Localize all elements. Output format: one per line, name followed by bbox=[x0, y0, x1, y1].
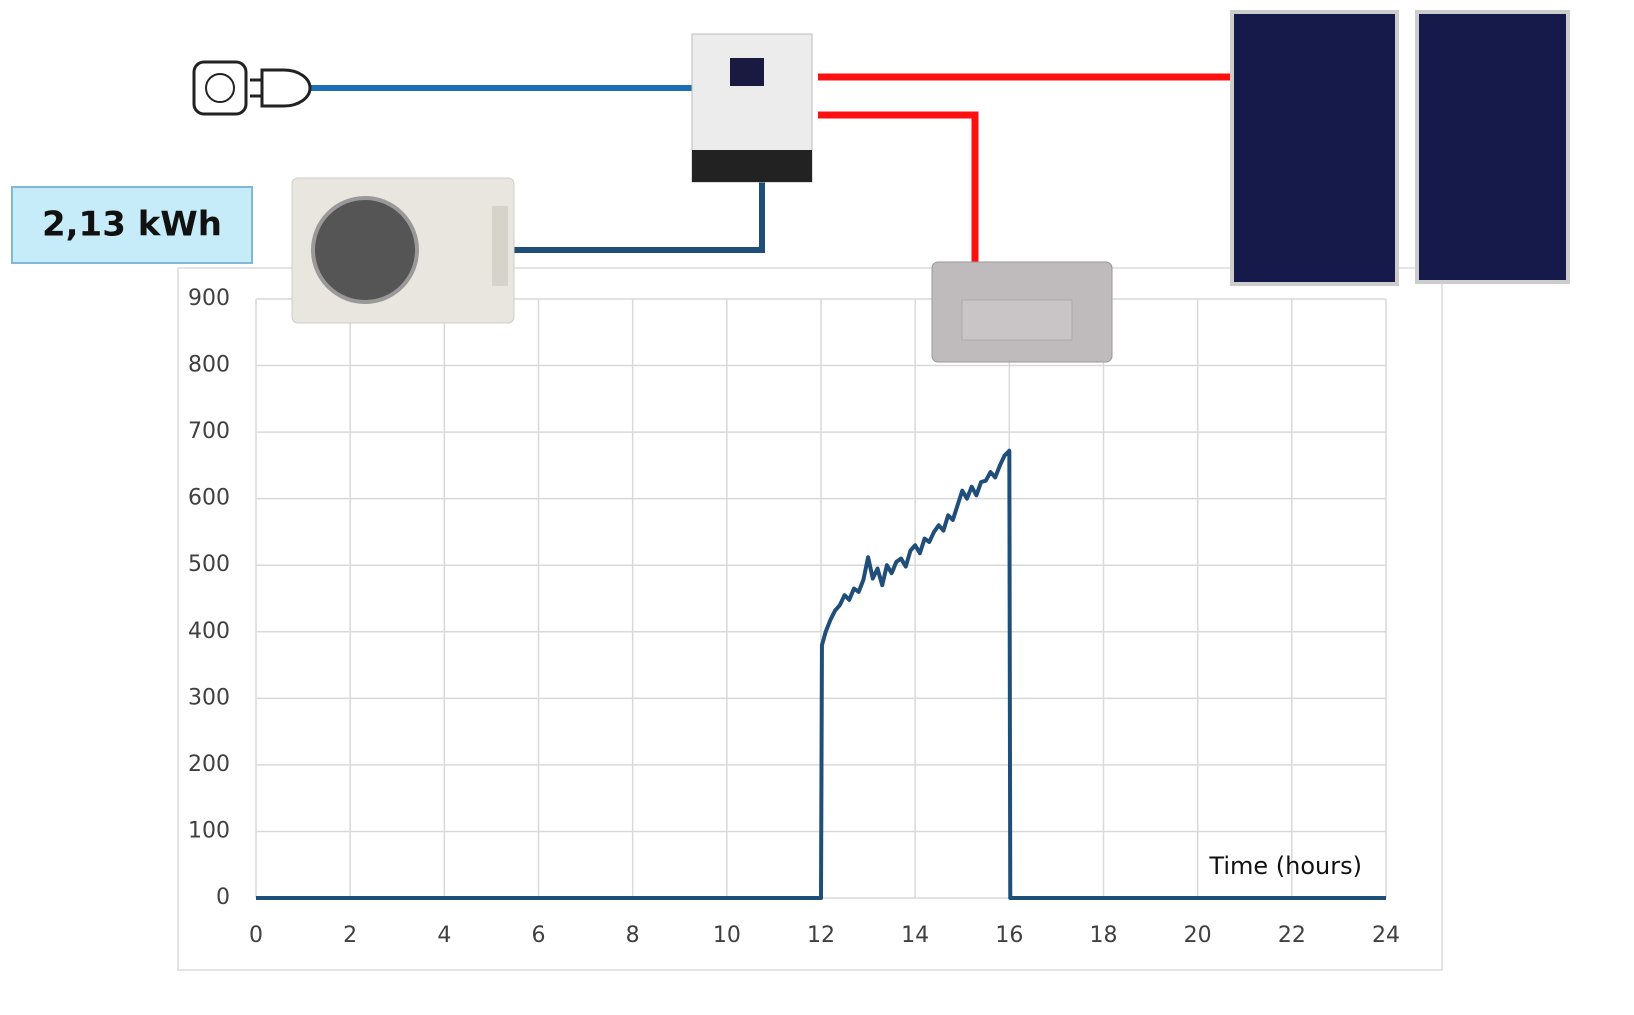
y-tick-label: 0 bbox=[216, 885, 230, 910]
x-tick-label: 4 bbox=[437, 923, 451, 948]
x-tick-label: 12 bbox=[807, 923, 835, 948]
y-tick-label: 700 bbox=[188, 419, 230, 444]
ac-fan bbox=[311, 196, 419, 304]
x-axis-label: Time (hours) bbox=[1208, 852, 1362, 880]
ac-wire bbox=[492, 180, 765, 253]
y-tick-label: 600 bbox=[188, 486, 230, 511]
x-tick-label: 14 bbox=[901, 923, 929, 948]
annotation: 2,13 kWh bbox=[42, 205, 222, 245]
y-tick-label: 400 bbox=[188, 619, 230, 644]
battery-wire bbox=[818, 111, 979, 262]
inverter-base bbox=[692, 150, 812, 182]
x-tick-label: 16 bbox=[995, 923, 1023, 948]
x-tick-label: 22 bbox=[1278, 923, 1306, 948]
chart-frame bbox=[177, 267, 1443, 971]
y-tick-label: 800 bbox=[188, 353, 230, 378]
y-tick-label: 100 bbox=[188, 818, 230, 843]
annotation-box bbox=[11, 186, 253, 264]
solar-panel bbox=[1415, 10, 1570, 284]
x-tick-label: 8 bbox=[626, 923, 640, 948]
plug-icon bbox=[260, 68, 312, 108]
battery-label bbox=[961, 299, 1073, 341]
x-tick-label: 10 bbox=[713, 923, 741, 948]
y-tick-label: 300 bbox=[188, 685, 230, 710]
x-tick-label: 18 bbox=[1090, 923, 1118, 948]
socket-hole bbox=[205, 73, 235, 103]
inverter-screen bbox=[730, 58, 764, 86]
x-tick-label: 24 bbox=[1372, 923, 1400, 948]
socket-icon bbox=[192, 60, 248, 116]
x-tick-label: 2 bbox=[343, 923, 357, 948]
x-tick-label: 6 bbox=[532, 923, 546, 948]
data-line bbox=[256, 448, 1386, 900]
x-tick-label: 0 bbox=[249, 923, 263, 948]
y-tick-label: 900 bbox=[188, 286, 230, 311]
y-tick-label: 200 bbox=[188, 752, 230, 777]
ac-valve bbox=[492, 206, 508, 286]
x-tick-label: 20 bbox=[1184, 923, 1212, 948]
solar-panel bbox=[1230, 10, 1399, 286]
y-tick-label: 500 bbox=[188, 552, 230, 577]
